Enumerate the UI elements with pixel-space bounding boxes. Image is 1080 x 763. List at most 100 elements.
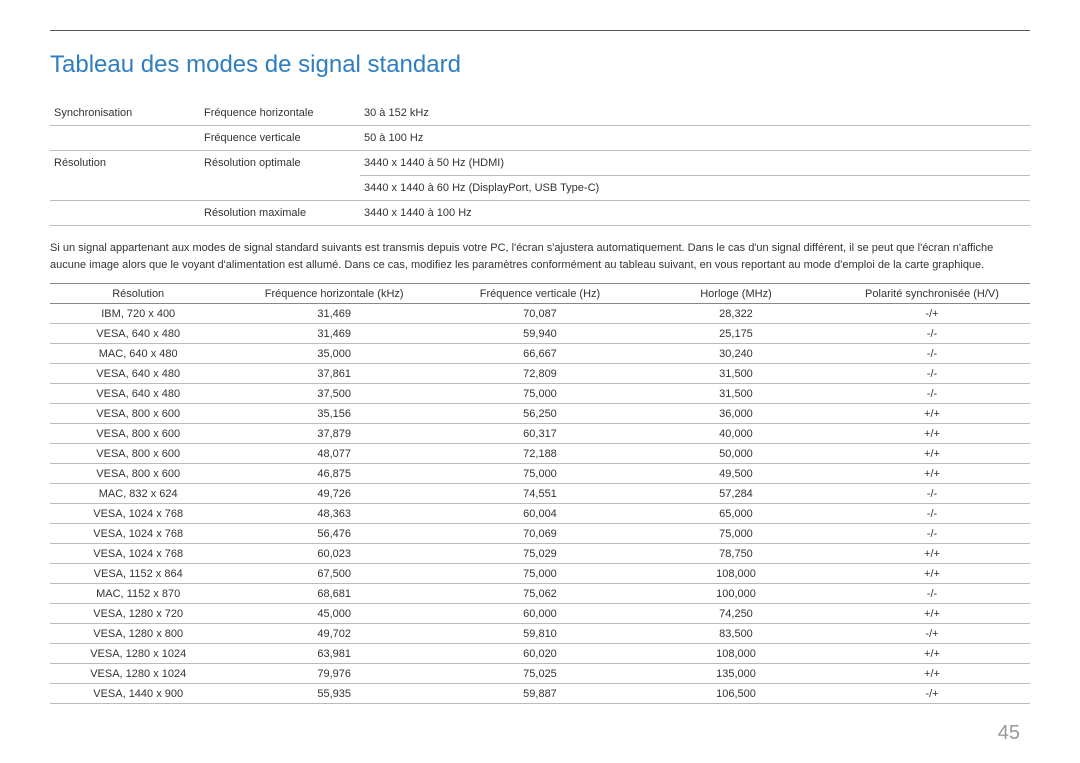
cell: 59,810 (442, 624, 638, 644)
cell: -/- (834, 384, 1030, 404)
cell: VESA, 1280 x 1024 (50, 664, 226, 684)
cell: VESA, 1280 x 720 (50, 604, 226, 624)
cell: 46,875 (226, 464, 442, 484)
cell: +/+ (834, 604, 1030, 624)
table-row: VESA, 1024 x 76856,47670,06975,000-/- (50, 524, 1030, 544)
table-row: VESA, 640 x 48031,46959,94025,175-/- (50, 324, 1030, 344)
cell: 37,861 (226, 364, 442, 384)
cell: 31,500 (638, 364, 834, 384)
col-clock: Horloge (MHz) (638, 284, 834, 304)
cell: 60,004 (442, 504, 638, 524)
cell: 135,000 (638, 664, 834, 684)
cell: 106,500 (638, 684, 834, 704)
cell: +/+ (834, 664, 1030, 684)
cell: 55,935 (226, 684, 442, 704)
cell: MAC, 640 x 480 (50, 344, 226, 364)
cell: 60,317 (442, 424, 638, 444)
cell: 72,188 (442, 444, 638, 464)
cell: 37,500 (226, 384, 442, 404)
cell: 72,809 (442, 364, 638, 384)
cell: VESA, 800 x 600 (50, 464, 226, 484)
cell: 65,000 (638, 504, 834, 524)
vfreq-label: Fréquence verticale (200, 126, 360, 151)
cell: VESA, 640 x 480 (50, 324, 226, 344)
cell: 60,000 (442, 604, 638, 624)
table-row: Fréquence verticale 50 à 100 Hz (50, 126, 1030, 151)
cell: 25,175 (638, 324, 834, 344)
table-row: VESA, 800 x 60035,15656,25036,000+/+ (50, 404, 1030, 424)
cell: VESA, 1280 x 1024 (50, 644, 226, 664)
table-header-row: Résolution Fréquence horizontale (kHz) F… (50, 284, 1030, 304)
cell: 74,551 (442, 484, 638, 504)
cell: 70,087 (442, 304, 638, 324)
table-row: VESA, 1024 x 76848,36360,00465,000-/- (50, 504, 1030, 524)
cell: 48,077 (226, 444, 442, 464)
sync-label: Synchronisation (50, 101, 200, 126)
cell: 56,250 (442, 404, 638, 424)
hfreq-label: Fréquence horizontale (200, 101, 360, 126)
table-row: VESA, 800 x 60048,07772,18850,000+/+ (50, 444, 1030, 464)
cell: IBM, 720 x 400 (50, 304, 226, 324)
cell: 50,000 (638, 444, 834, 464)
cell: VESA, 1440 x 900 (50, 684, 226, 704)
cell: 79,976 (226, 664, 442, 684)
cell: 35,000 (226, 344, 442, 364)
table-row: VESA, 1280 x 72045,00060,00074,250+/+ (50, 604, 1030, 624)
cell: 40,000 (638, 424, 834, 444)
cell: -/+ (834, 624, 1030, 644)
table-row: Résolution maximale 3440 x 1440 à 100 Hz (50, 201, 1030, 226)
cell: 49,726 (226, 484, 442, 504)
cell: +/+ (834, 564, 1030, 584)
table-row: VESA, 1280 x 80049,70259,81083,500-/+ (50, 624, 1030, 644)
cell: -/- (834, 364, 1030, 384)
cell: 68,681 (226, 584, 442, 604)
cell: 45,000 (226, 604, 442, 624)
cell: 59,940 (442, 324, 638, 344)
cell: VESA, 1024 x 768 (50, 504, 226, 524)
cell: -/- (834, 504, 1030, 524)
table-row: Synchronisation Fréquence horizontale 30… (50, 101, 1030, 126)
cell: 60,023 (226, 544, 442, 564)
cell: -/- (834, 584, 1030, 604)
table-row: VESA, 800 x 60046,87575,00049,500+/+ (50, 464, 1030, 484)
table-row: Résolution Résolution optimale 3440 x 14… (50, 151, 1030, 176)
cell: 37,879 (226, 424, 442, 444)
vfreq-value: 50 à 100 Hz (360, 126, 1030, 151)
cell: VESA, 1280 x 800 (50, 624, 226, 644)
cell: 48,363 (226, 504, 442, 524)
res-opt-value1: 3440 x 1440 à 50 Hz (HDMI) (360, 151, 1030, 176)
cell: MAC, 832 x 624 (50, 484, 226, 504)
cell: -/+ (834, 304, 1030, 324)
cell: 31,469 (226, 324, 442, 344)
table-row: IBM, 720 x 40031,46970,08728,322-/+ (50, 304, 1030, 324)
cell: 66,667 (442, 344, 638, 364)
cell: +/+ (834, 464, 1030, 484)
cell: +/+ (834, 404, 1030, 424)
page-title: Tableau des modes de signal standard (50, 51, 1030, 79)
res-opt-label: Résolution optimale (200, 151, 360, 201)
cell: 49,702 (226, 624, 442, 644)
cell: 63,981 (226, 644, 442, 664)
col-polarity: Polarité synchronisée (H/V) (834, 284, 1030, 304)
cell: 83,500 (638, 624, 834, 644)
cell: -/- (834, 484, 1030, 504)
cell: 60,020 (442, 644, 638, 664)
cell: 67,500 (226, 564, 442, 584)
col-vfreq: Fréquence verticale (Hz) (442, 284, 638, 304)
cell: -/- (834, 524, 1030, 544)
cell: -/- (834, 324, 1030, 344)
cell: 78,750 (638, 544, 834, 564)
cell: 56,476 (226, 524, 442, 544)
cell: +/+ (834, 644, 1030, 664)
cell: +/+ (834, 444, 1030, 464)
table-row: VESA, 1152 x 86467,50075,000108,000+/+ (50, 564, 1030, 584)
cell: 75,062 (442, 584, 638, 604)
cell: VESA, 640 x 480 (50, 384, 226, 404)
table-row: VESA, 640 x 48037,50075,00031,500-/- (50, 384, 1030, 404)
cell: 36,000 (638, 404, 834, 424)
cell: VESA, 1152 x 864 (50, 564, 226, 584)
cell: +/+ (834, 424, 1030, 444)
cell: 75,000 (442, 464, 638, 484)
table-row: VESA, 800 x 60037,87960,31740,000+/+ (50, 424, 1030, 444)
table-row: MAC, 832 x 62449,72674,55157,284-/- (50, 484, 1030, 504)
